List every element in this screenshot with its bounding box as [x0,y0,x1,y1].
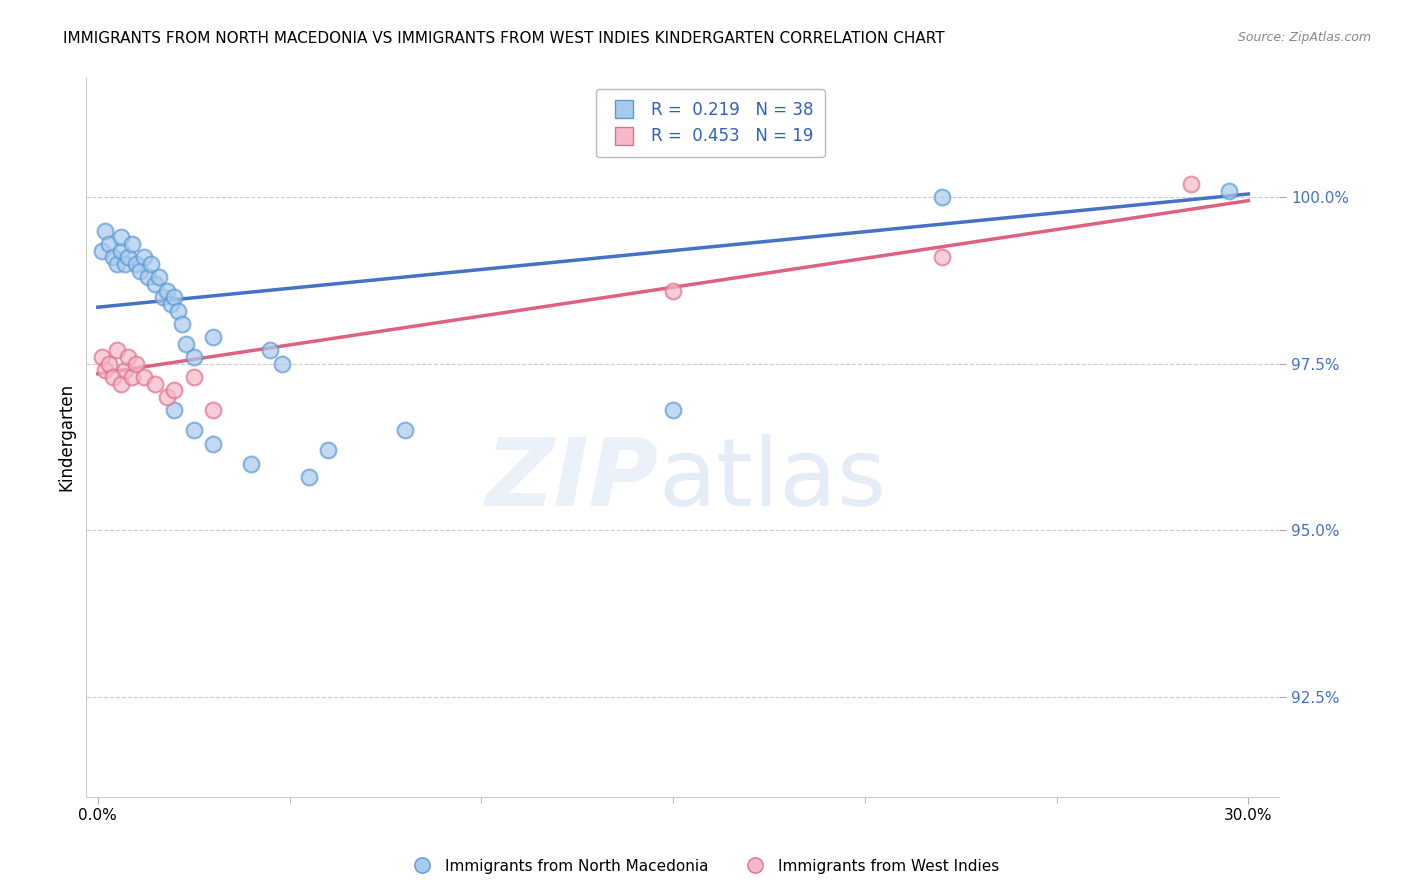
Legend: Immigrants from North Macedonia, Immigrants from West Indies: Immigrants from North Macedonia, Immigra… [401,853,1005,880]
Point [394,424,416,438]
Point [167,303,190,318]
Point [110,376,132,391]
Point [931,250,953,264]
Point [141,257,163,271]
Point [129,263,152,277]
Point [163,384,186,398]
Point [156,390,179,404]
Point [101,370,124,384]
Point [121,370,143,384]
Point [183,350,205,364]
Legend: R =  0.219   N = 38, R =  0.453   N = 19: R = 0.219 N = 38, R = 0.453 N = 19 [596,89,825,157]
Point [94,363,117,377]
Point [163,290,186,304]
Point [1218,184,1240,198]
Point [662,403,685,417]
Point [105,343,128,358]
Point [125,257,148,271]
Point [156,284,179,298]
Point [298,470,321,484]
Y-axis label: Kindergarten: Kindergarten [58,383,75,491]
Point [174,336,197,351]
Point [259,343,281,358]
Point [90,350,112,364]
Point [270,357,292,371]
Point [98,236,121,251]
Text: IMMIGRANTS FROM NORTH MACEDONIA VS IMMIGRANTS FROM WEST INDIES KINDERGARTEN CORR: IMMIGRANTS FROM NORTH MACEDONIA VS IMMIG… [63,31,945,46]
Point [152,290,174,304]
Point [117,350,139,364]
Point [183,370,205,384]
Point [132,370,155,384]
Point [148,270,170,285]
Point [117,250,139,264]
Point [931,190,953,204]
Point [114,257,136,271]
Point [114,363,136,377]
Point [172,317,194,331]
Point [125,357,148,371]
Point [159,297,181,311]
Point [132,250,155,264]
Text: ZIP: ZIP [486,434,659,526]
Point [121,236,143,251]
Text: Source: ZipAtlas.com: Source: ZipAtlas.com [1237,31,1371,45]
Point [105,257,128,271]
Point [143,376,166,391]
Point [163,403,186,417]
Point [662,284,685,298]
Point [98,357,121,371]
Point [201,330,224,344]
Point [136,270,159,285]
Point [110,230,132,244]
Point [90,244,112,258]
Point [94,224,117,238]
Point [183,424,205,438]
Point [240,457,263,471]
Point [1180,177,1202,191]
Point [143,277,166,291]
Point [201,436,224,450]
Text: atlas: atlas [659,434,887,526]
Point [201,403,224,417]
Point [110,244,132,258]
Point [101,250,124,264]
Point [316,443,339,458]
